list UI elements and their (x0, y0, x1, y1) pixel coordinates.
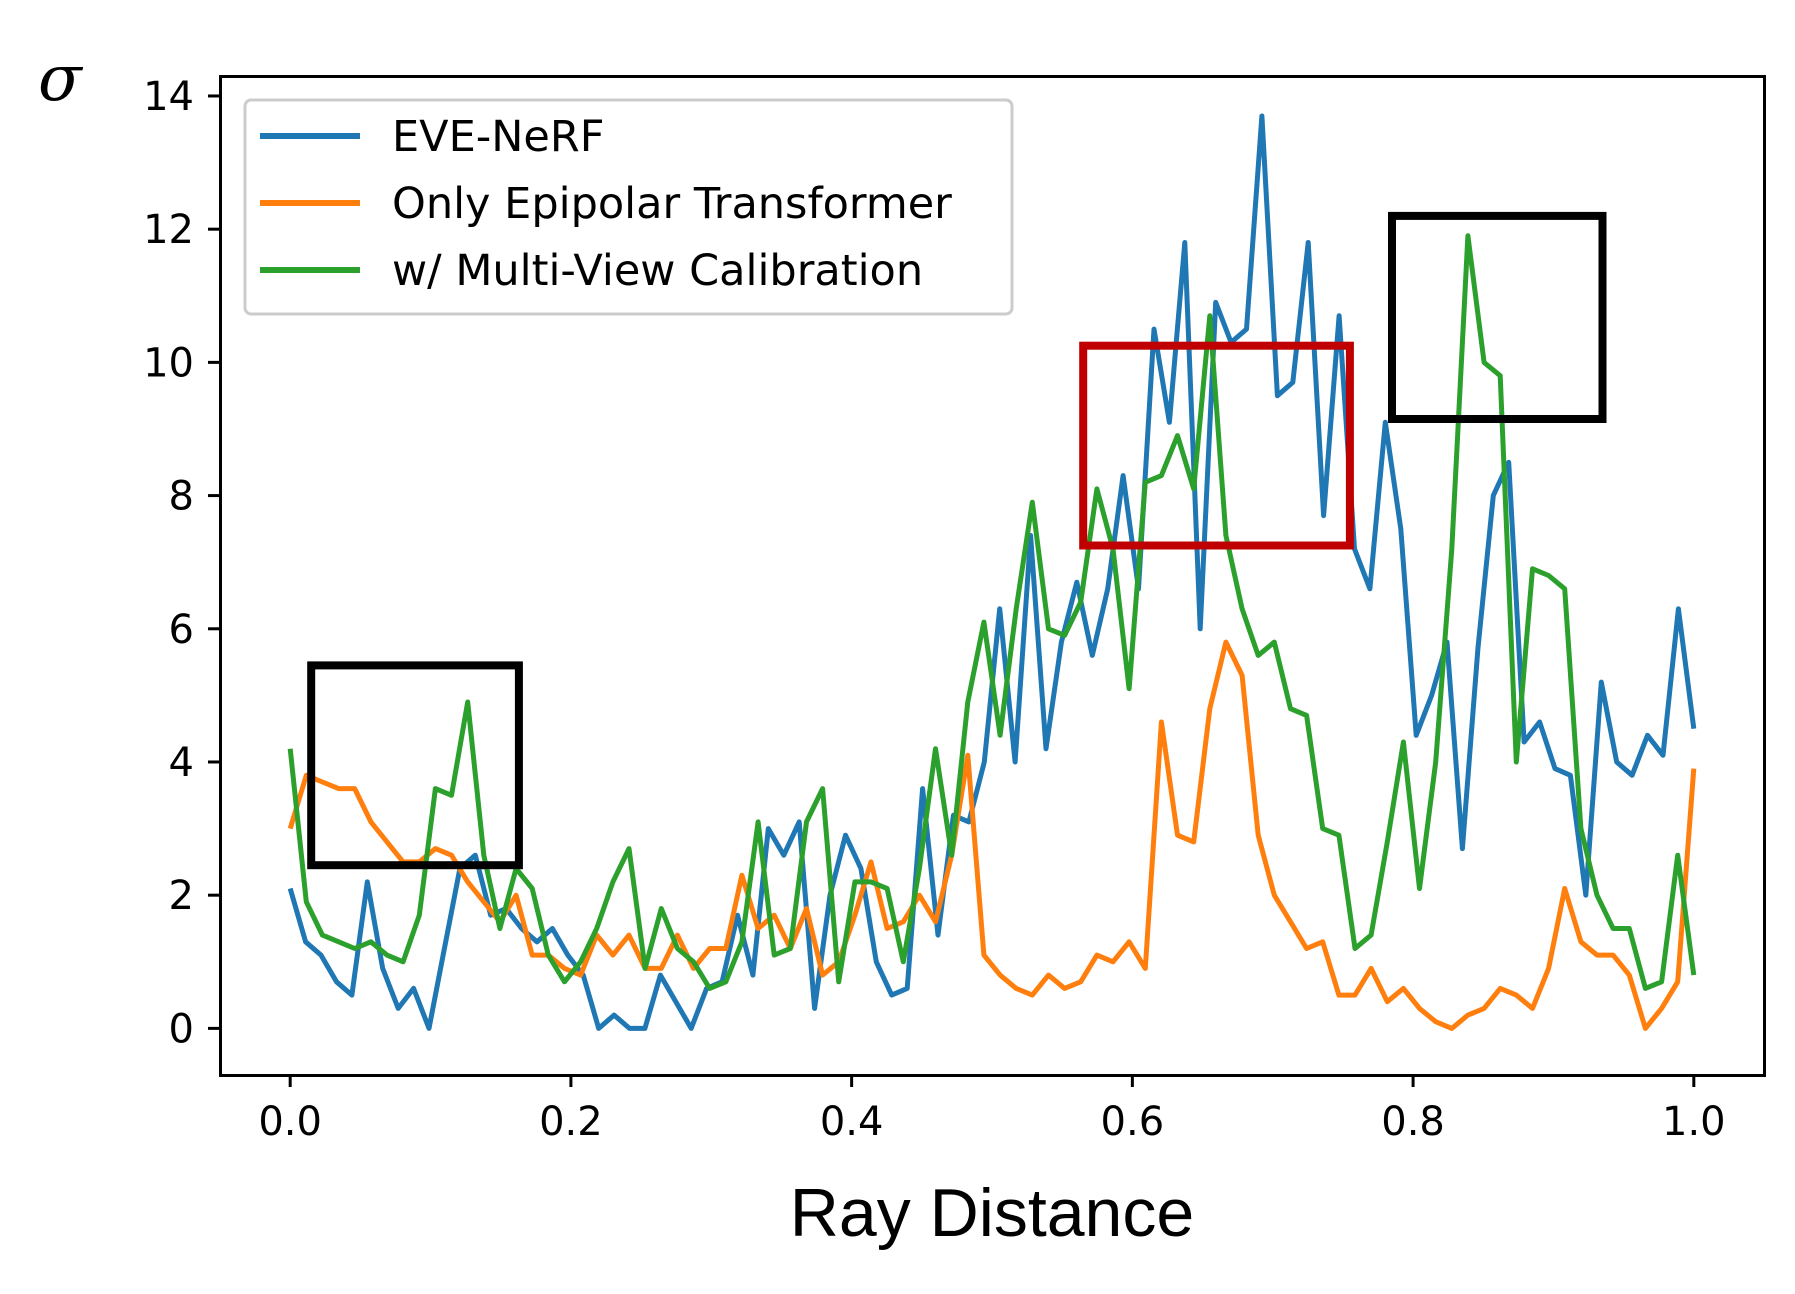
y-tick-label: 10 (143, 340, 194, 386)
annotation-box-2 (1079, 341, 1354, 550)
legend: EVE-NeRF Only Epipolar Transformer w/ Mu… (243, 98, 1014, 316)
x-tick-label: 0.8 (1381, 1099, 1445, 1145)
x-axis-label: Ray Distance (790, 1175, 1194, 1251)
annotation-box-3 (1388, 211, 1607, 423)
y-tick-label: 0 (169, 1006, 194, 1052)
x-tick-label: 0.6 (1101, 1099, 1165, 1145)
series-layer (287, 113, 1697, 1031)
series-line-only-epipolar-transformer (287, 639, 1697, 1031)
legend-label-only-epipolar-transformer: Only Epipolar Transformer (392, 179, 952, 229)
x-tick-label: 0.2 (539, 1099, 603, 1145)
y-tick-label: 12 (143, 207, 194, 253)
annotation-layer (307, 211, 1607, 870)
y-tick-label: 8 (169, 474, 194, 520)
tick-layer: 0.0 0.2 0.4 0.6 0.8 1.0 0 2 4 6 8 10 12 14 (143, 74, 1726, 1145)
legend-label-eve-nerf: EVE-NeRF (392, 112, 605, 162)
annotation-box-1 (307, 661, 523, 870)
y-axis-label: σ (38, 42, 84, 116)
legend-frame (243, 98, 1014, 316)
x-tick-label: 0.4 (820, 1099, 884, 1145)
y-tick-label: 14 (143, 74, 194, 120)
x-tick-label: 0.0 (258, 1099, 322, 1145)
legend-label-multi-view-calibration: w/ Multi-View Calibration (392, 246, 923, 296)
y-tick-label: 4 (169, 740, 194, 786)
x-tick-label: 1.0 (1662, 1099, 1726, 1145)
y-tick-label: 2 (169, 873, 194, 919)
series-line-w-multi-view-calibration (287, 233, 1697, 991)
plot-frame (219, 75, 1766, 1077)
y-tick-label: 6 (169, 607, 194, 653)
